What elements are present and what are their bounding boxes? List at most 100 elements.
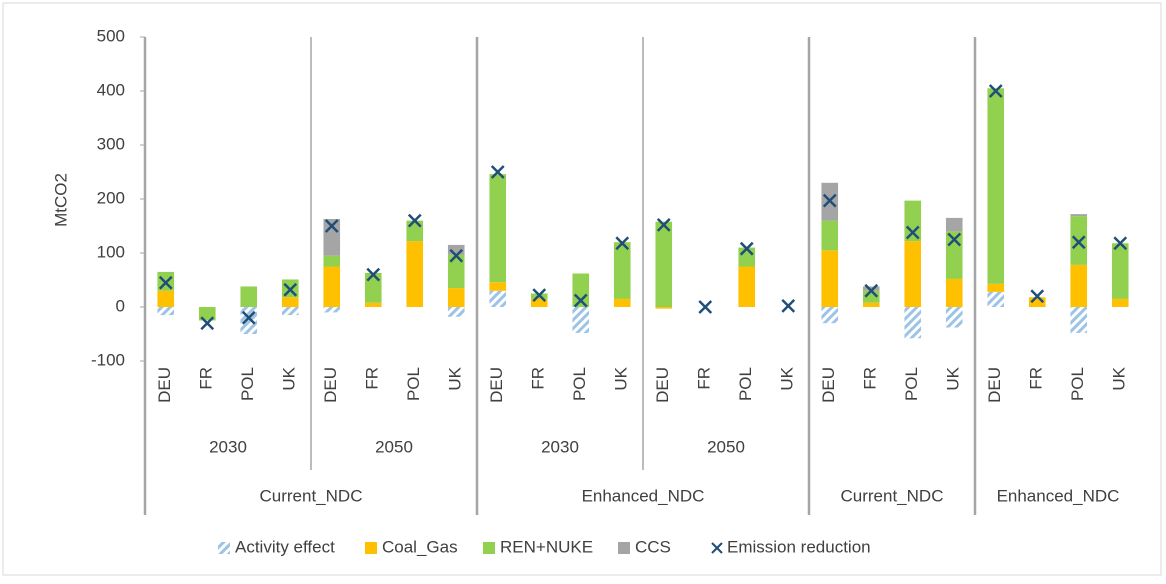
emission-marker [407,213,422,228]
y-tick-label: 100 [97,242,125,261]
marker-stroke [905,225,920,240]
bar-segment [862,290,880,303]
bar-segment [821,307,839,324]
bar-segment [945,217,963,232]
bar-segment [447,244,465,255]
legend-label: CCS [635,537,671,556]
bar-segment [1070,264,1088,307]
marker-stroke [1030,289,1045,304]
x-tick-label: UK [778,366,797,390]
bar-segment [821,220,839,251]
marker-stroke [490,165,505,179]
marker-stroke [200,316,215,331]
legend-swatch [218,542,230,554]
x-tick-label: FR [363,367,382,390]
marker-stroke [864,283,879,298]
scenario-label: Enhanced_NDC [582,486,705,505]
legend-label: Coal_Gas [382,537,458,556]
scenario-label: Enhanced_NDC [997,486,1120,505]
bar-segment [447,307,465,317]
bar-segment [364,302,382,307]
legend-label: Activity effect [235,537,335,556]
x-tick-label: DEU [819,367,838,403]
y-tick-label: 0 [116,296,125,315]
marker-stroke [449,248,464,263]
marker-stroke [158,275,173,290]
scenario-label: Current_NDC [841,486,944,505]
bar-segment [1111,243,1129,299]
bar-segment [987,291,1005,307]
bar-segment [198,307,216,321]
legend-swatch [483,542,495,554]
legend-swatch [618,542,630,554]
x-tick-label: POL [238,367,257,401]
marker-stroke [283,282,298,297]
y-tick-label: -100 [91,350,125,369]
x-tick-label: DEU [155,367,174,403]
emission-marker [656,218,671,232]
bar-segment [530,298,548,307]
emission-marker [449,248,464,263]
scenario-label: Current_NDC [260,486,363,505]
x-tick-label: FR [695,367,714,390]
y-tick-label: 300 [97,134,125,153]
x-tick-label: POL [404,367,423,401]
emission-marker [158,275,173,290]
bar-segment [987,88,1005,284]
y-tick-label: 500 [97,26,125,45]
emission-marker [988,84,1003,98]
bar-segment [406,220,424,242]
x-tick-label: DEU [321,367,340,403]
emission-marker [615,236,630,251]
marker-stroke [947,232,962,247]
emission-marker [241,310,256,325]
marker-stroke [1071,235,1086,250]
bar-segment [157,307,175,316]
x-tick-label: FR [197,367,216,390]
bar-segment [821,250,839,307]
bar-segment [904,307,922,339]
bar-segment [738,266,756,307]
period-label: 2050 [707,437,745,456]
emission-marker [283,282,298,297]
x-tick-label: POL [1068,367,1087,401]
emission-marker [905,225,920,240]
bar-segment [281,297,299,307]
marker-stroke [822,193,837,208]
bar-segment [489,282,507,291]
emission-marker [490,165,505,179]
bar-segment [904,200,922,242]
bar-segment [862,302,880,307]
bar-segment [323,255,341,267]
emission-marker [781,299,796,313]
bar-segment [240,286,258,307]
marker-stroke [366,267,381,282]
marker-stroke [739,241,754,256]
bar-segment [323,266,341,307]
x-tick-label: UK [944,366,963,390]
bar-segment [489,174,507,283]
emission-marker [366,267,381,282]
x-tick-label: FR [1027,367,1046,390]
bar-segment [572,307,590,333]
y-tick-label: 200 [97,188,125,207]
bar-segment [489,290,507,307]
period-label: 2030 [209,437,247,456]
marker-stroke [532,288,547,303]
bar-segment [406,241,424,307]
emission-marker [822,193,837,208]
bar-segment [281,307,299,316]
x-tick-label: DEU [653,367,672,403]
chart-border [2,2,1162,576]
x-tick-label: FR [529,367,548,390]
marker-stroke [407,213,422,228]
bar-segment [987,283,1005,292]
x-tick-label: POL [736,367,755,401]
y-tick-label: 400 [97,80,125,99]
marker-stroke [656,218,671,232]
emission-marker [1113,236,1128,251]
legend-marker [711,542,723,554]
emission-marker [200,316,215,331]
emission-marker [947,232,962,247]
bar-segment [447,254,465,289]
